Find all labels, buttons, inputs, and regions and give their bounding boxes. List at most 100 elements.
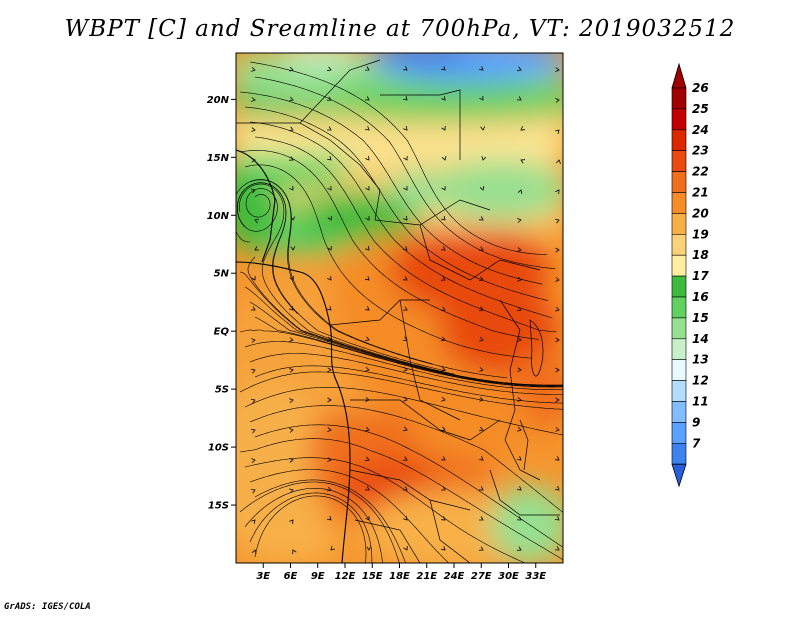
streamline (239, 371, 563, 410)
streamline-arrow (402, 66, 408, 71)
streamline-arrow (402, 456, 408, 461)
streamline-arrow (516, 546, 522, 551)
streamline (249, 353, 563, 395)
streamline-arrow (327, 336, 332, 342)
streamline-arrow (365, 367, 370, 372)
streamline-arrow (327, 367, 332, 373)
streamline-arrow (251, 157, 256, 163)
colorbar-label: 13 (692, 353, 709, 367)
streamline-arrow (478, 546, 484, 551)
streamline-arrow (517, 247, 522, 252)
colorbar-label: 11 (692, 395, 709, 409)
streamline-arrow (554, 219, 560, 224)
streamline-arrow (403, 126, 408, 131)
streamline-arrow (251, 338, 256, 343)
colorbar-label: 7 (692, 436, 701, 450)
streamline-arrow (479, 276, 484, 281)
streamline (254, 365, 563, 404)
streamline-arrow (292, 549, 297, 555)
y-tick-label: 20N (207, 95, 230, 106)
streamline-arrow (250, 489, 256, 494)
streamline (254, 136, 557, 333)
colorbar-swatch (671, 129, 687, 152)
streamline (244, 164, 533, 359)
colorbar-swatch (671, 338, 687, 360)
colorbar-label: 19 (692, 227, 709, 241)
streamline-arrow (403, 186, 408, 191)
streamline-arrow (365, 246, 370, 251)
streamline-arrow (516, 486, 522, 491)
streamline-arrow (327, 126, 332, 131)
streamline-arrow (327, 515, 332, 521)
streamline-arrow (365, 456, 370, 462)
streamline-arrow (327, 215, 332, 221)
y-tick-label: 10N (207, 211, 230, 222)
streamline-arrow (478, 486, 484, 491)
streamline-arrow (479, 426, 484, 432)
streamline-arrow (480, 126, 486, 131)
x-tick-label: 9E (311, 571, 325, 582)
streamline-arrow (289, 96, 294, 102)
streamline-arrow (520, 159, 526, 164)
streamline-arrow (289, 457, 294, 463)
streamline-arrow (479, 306, 484, 312)
streamline-arrow (517, 218, 522, 223)
colorbar-swatch (671, 401, 687, 423)
colorbar-swatch (671, 359, 687, 381)
streamline-arrow (479, 397, 484, 402)
streamline-arrow (517, 306, 522, 312)
streamline-arrow (554, 546, 560, 551)
streamline-arrow (441, 125, 446, 131)
streamline-arrow (251, 428, 256, 434)
y-tick-label: 5N (214, 269, 230, 280)
streamline-arrow (440, 456, 446, 461)
streamline (239, 183, 455, 375)
streamline-arrow (403, 155, 408, 161)
map-title: WBPT [C] and Sreamline at 700hPa, VT: 20… (64, 16, 736, 42)
streamline-arrow (403, 545, 408, 551)
streamline-arrow (555, 306, 560, 312)
streamline (244, 341, 563, 390)
streamline-arrow (555, 367, 560, 373)
streamline-arrow (365, 276, 370, 281)
x-tick-label: 18E (389, 571, 410, 582)
colorbar-swatch (671, 317, 687, 340)
streamline-arrow (364, 486, 370, 491)
streamline-arrow (364, 96, 370, 101)
streamline-arrow (327, 427, 332, 433)
x-tick-label: 15E (362, 571, 383, 582)
streamline (244, 106, 548, 301)
streamline-arrow (441, 336, 446, 342)
streamline-arrow (402, 336, 408, 341)
footer-credit: GrADS: IGES/COLA (4, 602, 91, 612)
y-tick-label: 10S (208, 443, 229, 454)
streamline (254, 76, 556, 270)
colorbar-swatch (671, 380, 687, 402)
colorbar-swatch (671, 234, 687, 256)
streamline-arrow (479, 95, 484, 101)
streamline (249, 405, 563, 513)
y-tick-label: 15N (207, 153, 230, 164)
streamline-arrow (479, 367, 484, 372)
streamline-arrow (403, 426, 408, 432)
streamline (249, 179, 508, 379)
streamline-arrow (554, 486, 560, 491)
streamline-arrow (254, 218, 259, 224)
colorbar-label: 17 (692, 269, 709, 283)
streamline-arrow (251, 188, 256, 194)
streamline-arrow (440, 516, 446, 521)
streamline-arrow (251, 549, 257, 555)
streamline (249, 301, 563, 387)
streamline-arrow (251, 368, 256, 374)
streamline-arrow (403, 215, 408, 221)
streamline-arrow (289, 337, 294, 342)
streamline-arrow (364, 306, 370, 311)
colorbar-label: 14 (692, 332, 709, 346)
streamline-arrow (517, 189, 523, 194)
colorbar-label: 12 (692, 374, 709, 388)
streamline-arrow (441, 546, 446, 551)
streamline-arrow (327, 245, 332, 251)
streamline-arrow (478, 66, 484, 71)
streamline-arrow (555, 397, 560, 403)
streamline-arrow (554, 456, 560, 461)
